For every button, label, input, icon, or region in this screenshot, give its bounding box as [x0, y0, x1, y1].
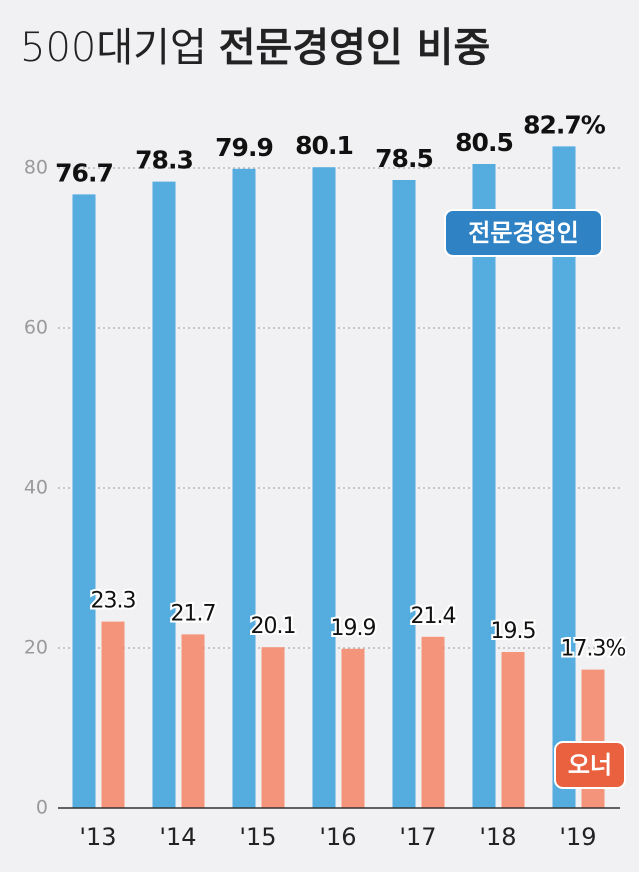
x-tick-label: '19: [559, 823, 596, 851]
value-label: 76.7: [55, 158, 113, 187]
value-label: 21.7: [171, 601, 216, 626]
y-tick-label: 0: [36, 797, 48, 819]
title-bold: 전문경영인 비중: [219, 25, 491, 71]
value-label: 23.3: [91, 589, 136, 614]
y-tick-label: 20: [24, 637, 48, 659]
x-tick-label: '17: [399, 823, 436, 851]
value-label: 19.5: [491, 619, 536, 644]
bar: [232, 168, 256, 809]
bar: [472, 164, 496, 808]
y-tick-label: 60: [24, 317, 48, 339]
value-label: 82.7%: [523, 110, 606, 139]
x-tick-label: '15: [239, 823, 276, 851]
y-tick-label: 80: [24, 157, 48, 179]
bar: [501, 652, 525, 808]
value-label: 80.5: [455, 128, 513, 157]
x-tick-label: '18: [479, 823, 516, 851]
bar: [181, 634, 205, 808]
value-label: 80.1: [295, 131, 353, 160]
bar: [72, 194, 96, 808]
value-label: 78.3: [135, 146, 193, 175]
bar: [312, 167, 336, 808]
bar: [341, 648, 365, 808]
bar: [421, 636, 445, 808]
value-label: 79.9: [215, 133, 273, 162]
legend-label: 오너: [568, 751, 612, 779]
bar: [552, 146, 576, 808]
value-label: 78.5: [375, 144, 433, 173]
value-label: 21.4: [411, 604, 456, 629]
legend-badge: [554, 741, 626, 789]
title-light: 500대기업: [20, 25, 207, 71]
value-label: 20.1: [251, 614, 296, 639]
legend-badge: [444, 209, 603, 257]
legend-label: 전문경영인: [468, 219, 578, 247]
bar: [152, 181, 176, 809]
value-label: 19.9: [331, 616, 376, 641]
bar: [392, 180, 416, 808]
y-tick-label: 40: [24, 477, 48, 499]
bar: [101, 621, 125, 808]
value-label: 17.3%: [561, 637, 626, 662]
x-tick-label: '16: [319, 823, 356, 851]
x-tick-label: '13: [79, 823, 116, 851]
chart-title: 500대기업 전문경영인 비중: [20, 25, 490, 71]
bar: [261, 647, 285, 808]
x-tick-label: '14: [159, 823, 196, 851]
